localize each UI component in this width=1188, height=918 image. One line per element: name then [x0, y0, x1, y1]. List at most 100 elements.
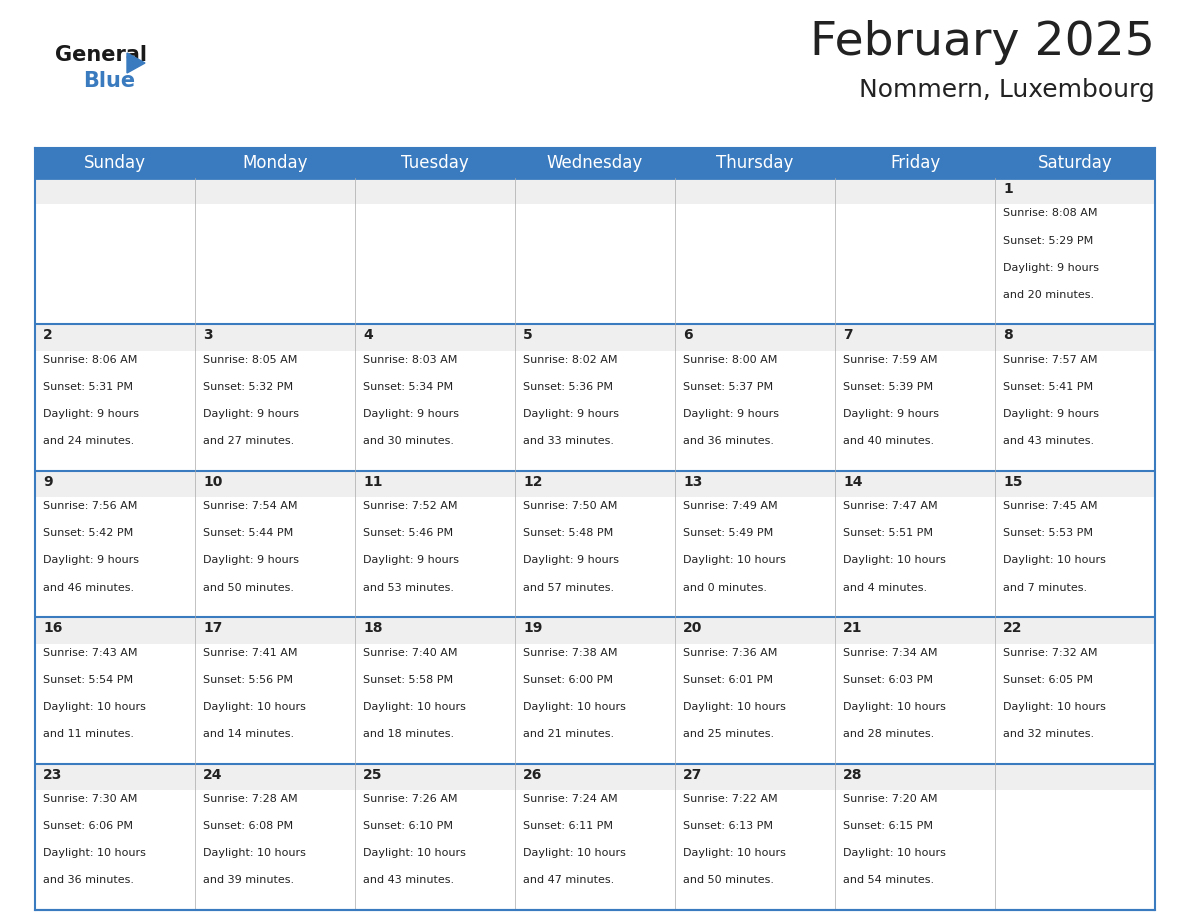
- Text: Daylight: 10 hours: Daylight: 10 hours: [43, 848, 146, 858]
- Text: and 24 minutes.: and 24 minutes.: [43, 436, 134, 446]
- Text: 12: 12: [523, 475, 543, 488]
- Bar: [195, 471, 355, 498]
- Text: and 4 minutes.: and 4 minutes.: [843, 583, 927, 593]
- Bar: [996, 617, 1155, 644]
- Text: Sunset: 5:31 PM: Sunset: 5:31 PM: [43, 382, 133, 392]
- Text: 24: 24: [203, 767, 222, 781]
- Text: Tuesday: Tuesday: [402, 154, 469, 172]
- Text: 1: 1: [1003, 182, 1012, 196]
- Bar: [835, 617, 996, 644]
- Text: Sunrise: 7:49 AM: Sunrise: 7:49 AM: [683, 501, 778, 511]
- Bar: [34, 617, 195, 764]
- Bar: [516, 324, 675, 351]
- Text: 21: 21: [843, 621, 862, 635]
- Text: and 50 minutes.: and 50 minutes.: [683, 876, 775, 886]
- Text: Sunrise: 8:02 AM: Sunrise: 8:02 AM: [523, 354, 618, 364]
- Text: and 14 minutes.: and 14 minutes.: [203, 729, 295, 739]
- Text: 15: 15: [1003, 475, 1023, 488]
- Text: Daylight: 9 hours: Daylight: 9 hours: [43, 555, 139, 565]
- Text: Daylight: 10 hours: Daylight: 10 hours: [843, 555, 946, 565]
- Bar: [675, 471, 835, 617]
- Text: Daylight: 10 hours: Daylight: 10 hours: [1003, 702, 1106, 711]
- Text: Daylight: 9 hours: Daylight: 9 hours: [1003, 409, 1099, 419]
- Text: Sunrise: 7:50 AM: Sunrise: 7:50 AM: [523, 501, 618, 511]
- Text: 7: 7: [843, 329, 853, 342]
- Bar: [355, 471, 516, 617]
- Text: Daylight: 9 hours: Daylight: 9 hours: [43, 409, 139, 419]
- Text: February 2025: February 2025: [810, 20, 1155, 65]
- Bar: [34, 617, 195, 644]
- Text: Daylight: 9 hours: Daylight: 9 hours: [1003, 263, 1099, 273]
- Text: Daylight: 10 hours: Daylight: 10 hours: [523, 848, 626, 858]
- Text: Blue: Blue: [83, 71, 135, 91]
- Text: Sunset: 5:37 PM: Sunset: 5:37 PM: [683, 382, 773, 392]
- Bar: [34, 178, 195, 205]
- Text: 6: 6: [683, 329, 693, 342]
- Text: Sunrise: 7:38 AM: Sunrise: 7:38 AM: [523, 647, 618, 657]
- Text: Daylight: 9 hours: Daylight: 9 hours: [203, 409, 299, 419]
- Text: Daylight: 9 hours: Daylight: 9 hours: [523, 409, 619, 419]
- Bar: [34, 764, 195, 910]
- Text: Sunrise: 7:26 AM: Sunrise: 7:26 AM: [364, 794, 457, 804]
- Text: Sunset: 6:10 PM: Sunset: 6:10 PM: [364, 821, 453, 831]
- Bar: [195, 178, 355, 205]
- Bar: [996, 764, 1155, 790]
- Text: and 30 minutes.: and 30 minutes.: [364, 436, 454, 446]
- Text: 22: 22: [1003, 621, 1023, 635]
- Text: Daylight: 10 hours: Daylight: 10 hours: [203, 848, 305, 858]
- Text: and 25 minutes.: and 25 minutes.: [683, 729, 775, 739]
- Text: and 53 minutes.: and 53 minutes.: [364, 583, 454, 593]
- Text: Sunrise: 7:40 AM: Sunrise: 7:40 AM: [364, 647, 457, 657]
- Text: and 27 minutes.: and 27 minutes.: [203, 436, 295, 446]
- Text: 3: 3: [203, 329, 213, 342]
- Text: 4: 4: [364, 329, 373, 342]
- Text: 5: 5: [523, 329, 532, 342]
- Text: Daylight: 10 hours: Daylight: 10 hours: [364, 848, 466, 858]
- Text: Sunset: 6:13 PM: Sunset: 6:13 PM: [683, 821, 773, 831]
- Bar: [996, 178, 1155, 324]
- Bar: [996, 617, 1155, 764]
- Bar: [835, 324, 996, 471]
- Text: Daylight: 9 hours: Daylight: 9 hours: [364, 409, 459, 419]
- Polygon shape: [127, 53, 145, 73]
- Bar: [34, 178, 195, 324]
- Text: and 20 minutes.: and 20 minutes.: [1003, 290, 1094, 300]
- Text: 8: 8: [1003, 329, 1012, 342]
- Text: Sunset: 5:56 PM: Sunset: 5:56 PM: [203, 675, 293, 685]
- Text: and 46 minutes.: and 46 minutes.: [43, 583, 134, 593]
- Text: Sunset: 6:06 PM: Sunset: 6:06 PM: [43, 821, 133, 831]
- Text: 9: 9: [43, 475, 52, 488]
- Bar: [996, 471, 1155, 498]
- Text: Daylight: 10 hours: Daylight: 10 hours: [683, 702, 786, 711]
- Text: 19: 19: [523, 621, 543, 635]
- Text: and 18 minutes.: and 18 minutes.: [364, 729, 454, 739]
- Bar: [835, 764, 996, 790]
- Text: and 54 minutes.: and 54 minutes.: [843, 876, 934, 886]
- Text: Sunrise: 8:06 AM: Sunrise: 8:06 AM: [43, 354, 138, 364]
- Text: Saturday: Saturday: [1037, 154, 1112, 172]
- Text: Sunset: 5:54 PM: Sunset: 5:54 PM: [43, 675, 133, 685]
- Text: 28: 28: [843, 767, 862, 781]
- Text: Sunrise: 7:57 AM: Sunrise: 7:57 AM: [1003, 354, 1098, 364]
- Text: and 50 minutes.: and 50 minutes.: [203, 583, 293, 593]
- Bar: [675, 178, 835, 205]
- Text: Sunday: Sunday: [84, 154, 146, 172]
- Bar: [516, 617, 675, 764]
- Text: Sunset: 6:00 PM: Sunset: 6:00 PM: [523, 675, 613, 685]
- Text: 16: 16: [43, 621, 63, 635]
- Text: Sunset: 5:49 PM: Sunset: 5:49 PM: [683, 528, 773, 538]
- Text: and 32 minutes.: and 32 minutes.: [1003, 729, 1094, 739]
- Bar: [675, 617, 835, 644]
- Bar: [34, 148, 1155, 178]
- Text: Daylight: 10 hours: Daylight: 10 hours: [43, 702, 146, 711]
- Bar: [34, 471, 195, 498]
- Text: Sunset: 5:53 PM: Sunset: 5:53 PM: [1003, 528, 1093, 538]
- Text: Sunrise: 7:24 AM: Sunrise: 7:24 AM: [523, 794, 618, 804]
- Text: Sunset: 5:34 PM: Sunset: 5:34 PM: [364, 382, 453, 392]
- Text: and 11 minutes.: and 11 minutes.: [43, 729, 134, 739]
- Bar: [835, 764, 996, 910]
- Bar: [516, 178, 675, 324]
- Bar: [355, 324, 516, 471]
- Text: Sunrise: 8:03 AM: Sunrise: 8:03 AM: [364, 354, 457, 364]
- Text: Sunset: 6:15 PM: Sunset: 6:15 PM: [843, 821, 933, 831]
